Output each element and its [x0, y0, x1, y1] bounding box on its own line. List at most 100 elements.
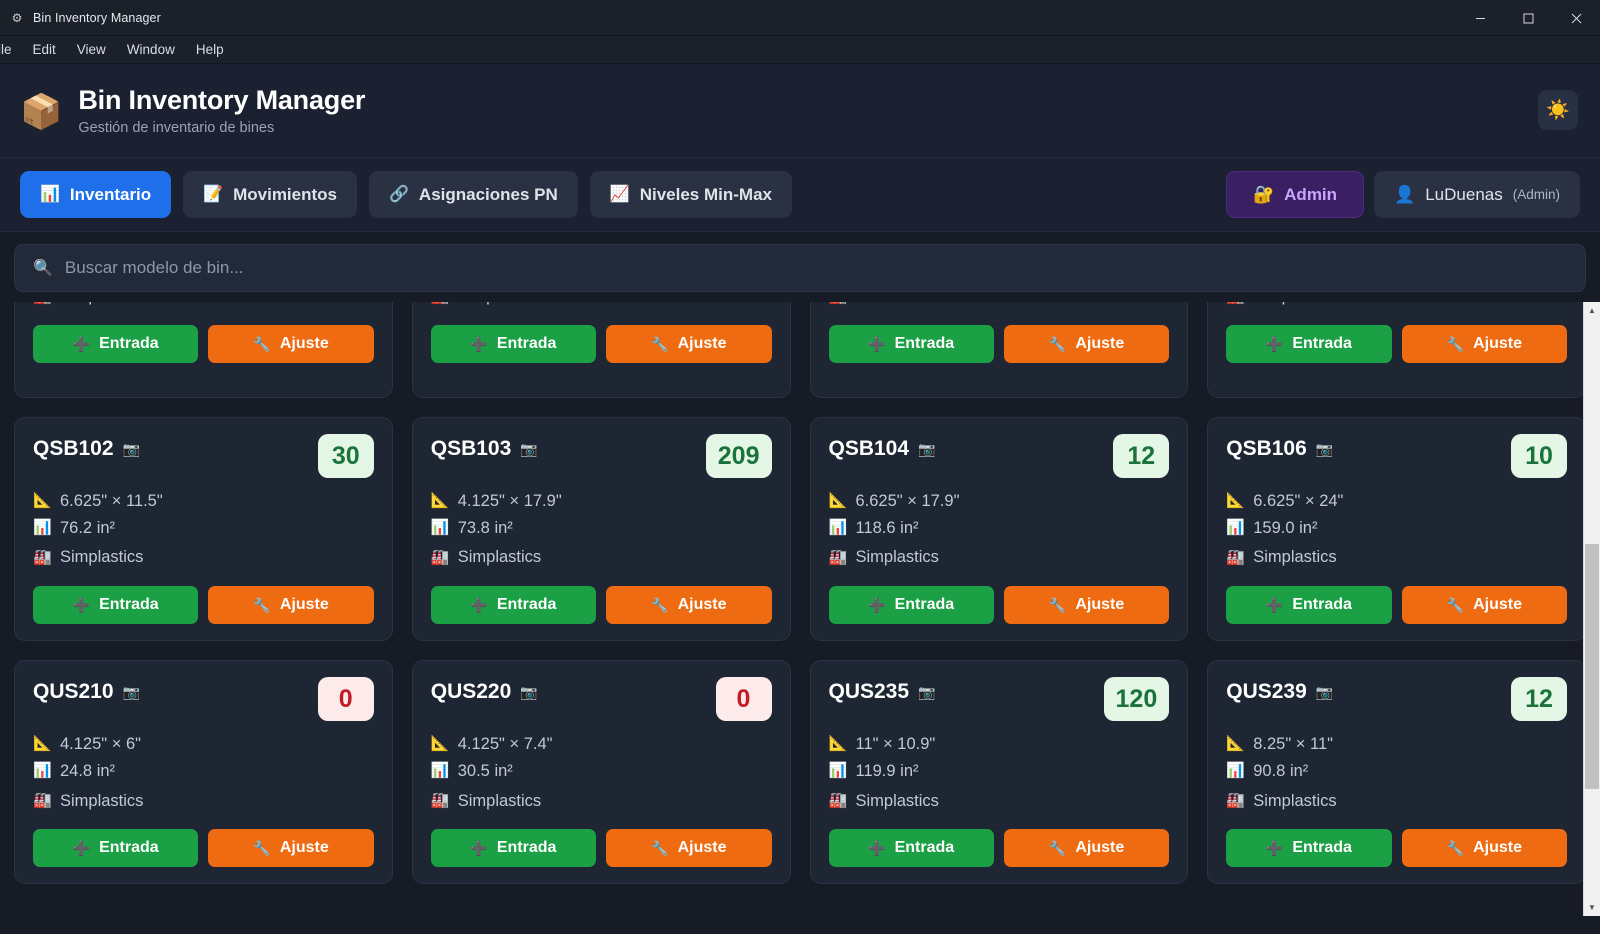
bin-card[interactable]: QUS220 📷 0 📐 4.125" × 7.4" 📊 30.5 in² 🏭 Simplast… [411, 660, 791, 885]
bin-card[interactable]: 📐17.5" × 23📊402.5 in²🏭Simplastics➕Entrad… [411, 302, 791, 398]
entrada-button[interactable]: ➕ Entrada [1226, 325, 1392, 364]
plus-icon: ➕ [1265, 839, 1284, 856]
entrada-button-label: Entrada [99, 839, 159, 857]
bin-card[interactable]: QSB104 📷 12 📐 6.625" × 17.9" 📊 118.6 in² 🏭 Simpl… [809, 417, 1189, 642]
bin-card-meta: 📐 6.625" × 11.5" 📊 76.2 in² 🏭 Simplastics [33, 488, 374, 571]
bin-dimensions: 6.625" × 11.5" [60, 492, 163, 510]
bin-manufacturer-row: 🏭 Simplastics [829, 544, 1170, 571]
tab-movimientos-label: Movimientos [233, 184, 337, 204]
entrada-button[interactable]: ➕ Entrada [430, 586, 597, 625]
entrada-button[interactable]: ➕ Entrada [828, 325, 994, 364]
entrada-button[interactable]: ➕ Entrada [828, 829, 994, 868]
ajuste-button[interactable]: 🔧 Ajuste [606, 586, 772, 625]
close-button[interactable] [1552, 0, 1600, 36]
plus-icon: ➕ [868, 839, 886, 856]
plus-icon: ➕ [470, 596, 488, 613]
search-box[interactable]: 🔍 [14, 244, 1586, 292]
bin-card[interactable]: QSB106 📷 10 📐 6.625" × 24" 📊 159.0 in² 🏭 Simplas… [1207, 417, 1586, 642]
menu-item-help[interactable]: Help [195, 42, 224, 57]
chart-icon: 📊 [828, 762, 848, 780]
entrada-button[interactable]: ➕ Entrada [33, 586, 199, 625]
ajuste-button[interactable]: 🔧 Ajuste [208, 829, 374, 868]
bin-area-row: 📊 118.6 in² [829, 515, 1170, 542]
scrollbar-track[interactable] [1584, 319, 1600, 899]
theme-toggle-button[interactable]: ☀️ [1538, 90, 1578, 130]
ajuste-button-label: Ajuste [677, 596, 727, 614]
ajuste-button[interactable]: 🔧 Ajuste [1003, 829, 1170, 868]
bin-card[interactable]: QUS210 📷 0 📐 4.125" × 6" 📊 24.8 in² 🏭 Simplastic… [14, 660, 393, 885]
ajuste-button[interactable]: 🔧 Ajuste [1003, 325, 1170, 364]
menu-item-file[interactable]: ile [0, 42, 12, 57]
quantity-badge: 12 [1113, 434, 1170, 478]
minimize-button[interactable] [1456, 0, 1504, 36]
entrada-button-label: Entrada [894, 839, 955, 857]
entrada-button[interactable]: ➕ Entrada [33, 325, 199, 364]
bin-card[interactable]: 📐4.125" × 12📊49.5 in²🏭Simplastics➕Entrad… [1207, 302, 1586, 398]
bin-manufacturer: Simplastics [1253, 302, 1336, 310]
maximize-button[interactable] [1504, 0, 1552, 36]
entrada-button[interactable]: ➕ Entrada [430, 325, 597, 364]
ajuste-button-label: Ajuste [677, 335, 727, 353]
entrada-button-label: Entrada [894, 596, 955, 614]
bin-area: 118.6 in² [855, 518, 919, 537]
bin-card[interactable]: 📐17.5" × 23📊402.5 in²🏭Simplastics➕Entrad… [14, 302, 393, 398]
bin-card-heading: QUS235 📷 [829, 677, 936, 704]
camera-icon: 📷 [520, 441, 538, 457]
search-input[interactable] [64, 258, 1567, 278]
quantity-badge: 30 [317, 434, 374, 478]
ajuste-button[interactable]: 🔧 Ajuste [208, 586, 374, 625]
bin-manufacturer-row: 🏭 Simplastics [1226, 302, 1567, 310]
user-chip[interactable]: 👤 LuDuenas (Admin) [1374, 171, 1580, 218]
entrada-button-label: Entrada [99, 596, 159, 614]
menu-item-view[interactable]: View [76, 42, 106, 57]
plus-icon: ➕ [72, 839, 91, 856]
entrada-button[interactable]: ➕ Entrada [828, 586, 994, 625]
scroll-down-arrow[interactable]: ▼ [1588, 903, 1596, 912]
ajuste-button[interactable]: 🔧 Ajuste [1401, 586, 1567, 625]
entrada-button[interactable]: ➕ Entrada [33, 829, 199, 868]
bin-card-top: QSB103 📷 209 [431, 434, 772, 478]
vertical-scrollbar[interactable]: ▲ ▼ [1583, 302, 1600, 916]
entrada-button[interactable]: ➕ Entrada [1226, 586, 1392, 625]
bin-area-row: 📊 30.5 in² [431, 758, 772, 785]
bin-manufacturer-row: 🏭 Simplastics [829, 788, 1170, 815]
tab-niveles-min-max[interactable]: 📈 Niveles Min-Max [589, 171, 792, 218]
ajuste-button[interactable]: 🔧 Ajuste [1401, 829, 1567, 868]
bin-card[interactable]: 📐11.9" × 16📊190.4 in²🏭Utz / Rako➕Entrada… [809, 302, 1189, 398]
bin-card-actions: ➕ Entrada 🔧 Ajuste [430, 586, 772, 625]
entrada-button[interactable]: ➕ Entrada [430, 829, 597, 868]
entrada-button[interactable]: ➕ Entrada [1226, 829, 1392, 868]
ajuste-button[interactable]: 🔧 Ajuste [1401, 325, 1567, 364]
menu-item-edit[interactable]: Edit [32, 42, 56, 57]
bin-card-meta: 📐 6.625" × 24" 📊 159.0 in² 🏭 Simplastics [1226, 488, 1567, 571]
tab-inventario[interactable]: 📊 Inventario [20, 171, 172, 218]
ajuste-button[interactable]: 🔧 Ajuste [208, 325, 374, 364]
ajuste-button[interactable]: 🔧 Ajuste [1003, 586, 1170, 625]
tab-movimientos[interactable]: 📝 Movimientos [183, 171, 357, 218]
bin-card[interactable]: QSB102 📷 30 📐 6.625" × 11.5" 📊 76.2 in² 🏭 Simpla… [14, 417, 393, 642]
ajuste-button[interactable]: 🔧 Ajuste [606, 325, 772, 364]
chart-icon: 📊 [828, 518, 848, 536]
trending-up-icon: 📈 [609, 185, 630, 203]
scrollbar-thumb[interactable] [1585, 544, 1599, 789]
admin-button[interactable]: 🔐 Admin [1225, 171, 1365, 218]
ruler-icon: 📐 [1226, 735, 1245, 753]
ajuste-button-label: Ajuste [1473, 335, 1522, 353]
bin-card[interactable]: QUS235 📷 120 📐 11" × 10.9" 📊 119.9 in² 🏭 Simplas… [809, 660, 1189, 885]
scroll-up-arrow[interactable]: ▲ [1588, 306, 1596, 315]
ajuste-button[interactable]: 🔧 Ajuste [606, 829, 772, 868]
menu-item-window[interactable]: Window [126, 42, 175, 57]
bin-card[interactable]: QUS239 📷 12 📐 8.25" × 11" 📊 90.8 in² 🏭 Simplasti… [1207, 660, 1586, 885]
window-title: Bin Inventory Manager [33, 10, 161, 25]
wrench-icon: 🔧 [651, 335, 669, 352]
tab-asignaciones-pn[interactable]: 🔗 Asignaciones PN [369, 171, 578, 218]
factory-icon: 🏭 [828, 791, 848, 809]
ajuste-button-label: Ajuste [1075, 839, 1125, 857]
bin-manufacturer-row: 🏭 Simplastics [33, 302, 374, 310]
factory-icon: 🏭 [33, 548, 52, 566]
quantity-badge: 0 [715, 677, 772, 722]
bin-card-heading: QSB106 📷 [1226, 434, 1333, 461]
wrench-icon: 🔧 [1446, 596, 1465, 613]
bin-manufacturer: Simplastics [855, 791, 939, 810]
bin-card[interactable]: QSB103 📷 209 📐 4.125" × 17.9" 📊 73.8 in² 🏭 Simpl… [411, 417, 791, 642]
